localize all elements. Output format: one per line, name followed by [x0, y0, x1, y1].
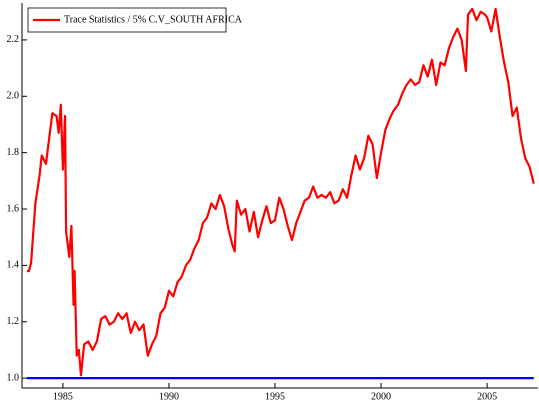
- y-tick-label: 2.0: [7, 91, 20, 102]
- y-tick-label: 1.0: [7, 372, 20, 383]
- y-tick-label: 1.8: [7, 147, 20, 158]
- y-tick-label: 1.6: [7, 203, 20, 214]
- x-tick-label: 1985: [53, 391, 73, 402]
- x-tick-label: 2000: [371, 391, 391, 402]
- y-tick-label: 1.2: [7, 316, 20, 327]
- legend-box: [27, 7, 227, 33]
- x-tick-label: 2005: [477, 391, 497, 402]
- series-line: [26, 7, 535, 377]
- y-tick-label: 1.4: [7, 260, 20, 271]
- y-tick-label: 2.2: [7, 34, 20, 45]
- legend-label: Trace Statistics / 5% C.V_SOUTH AFRICA: [64, 14, 243, 25]
- x-tick-label: 1990: [159, 391, 179, 402]
- x-tick-label: 1995: [265, 391, 285, 402]
